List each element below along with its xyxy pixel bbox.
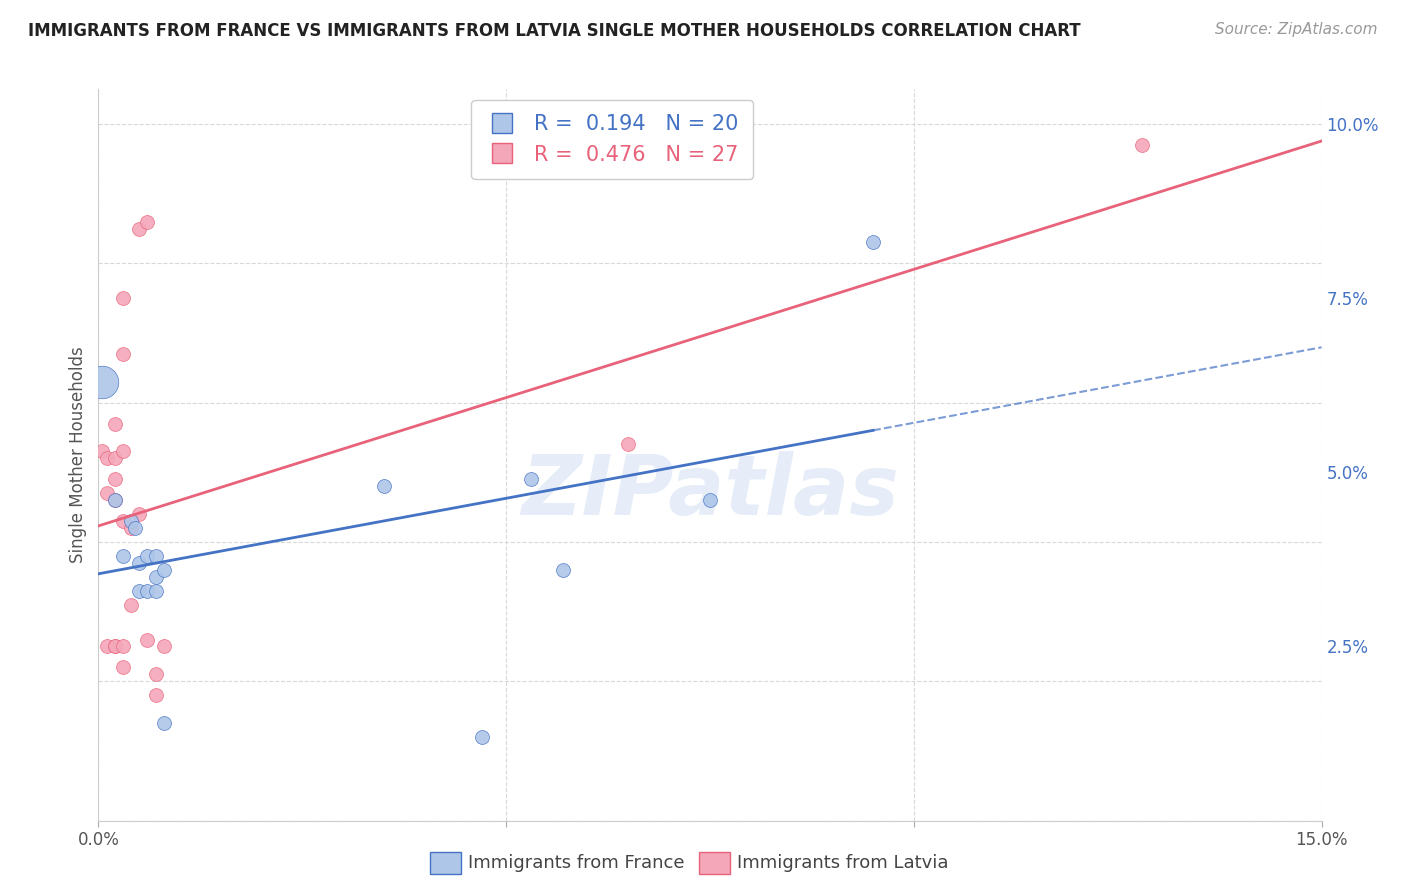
- Point: [128, 507, 150, 521]
- Point: [553, 563, 575, 577]
- Point: [145, 688, 167, 702]
- Point: [128, 221, 150, 235]
- Point: [128, 556, 150, 570]
- Point: [136, 549, 159, 563]
- Text: Source: ZipAtlas.com: Source: ZipAtlas.com: [1215, 22, 1378, 37]
- Point: [91, 444, 114, 458]
- Point: [120, 521, 142, 535]
- Point: [128, 583, 150, 598]
- Point: [96, 451, 118, 466]
- Point: [145, 583, 167, 598]
- Point: [111, 347, 134, 361]
- Point: [104, 451, 127, 466]
- Point: [152, 640, 174, 654]
- Point: [1130, 137, 1153, 152]
- Point: [617, 437, 640, 451]
- Point: [111, 514, 134, 528]
- Point: [145, 570, 167, 584]
- Point: [104, 640, 127, 654]
- Point: [471, 730, 494, 744]
- Point: [136, 632, 159, 647]
- Y-axis label: Single Mother Households: Single Mother Households: [69, 347, 87, 563]
- Point: [111, 640, 134, 654]
- Point: [136, 214, 159, 228]
- Point: [120, 514, 142, 528]
- Text: IMMIGRANTS FROM FRANCE VS IMMIGRANTS FROM LATVIA SINGLE MOTHER HOUSEHOLDS CORREL: IMMIGRANTS FROM FRANCE VS IMMIGRANTS FRO…: [28, 22, 1081, 40]
- Point: [145, 667, 167, 681]
- Text: Immigrants from France: Immigrants from France: [468, 854, 685, 871]
- Point: [96, 640, 118, 654]
- Point: [124, 521, 146, 535]
- Point: [104, 640, 127, 654]
- Point: [111, 549, 134, 563]
- Point: [111, 444, 134, 458]
- Point: [136, 583, 159, 598]
- Point: [152, 563, 174, 577]
- Text: Immigrants from Latvia: Immigrants from Latvia: [737, 854, 949, 871]
- Point: [862, 235, 884, 250]
- Point: [373, 479, 395, 493]
- Text: ZIPatlas: ZIPatlas: [522, 451, 898, 532]
- Point: [104, 493, 127, 508]
- Legend: R =  0.194   N = 20, R =  0.476   N = 27: R = 0.194 N = 20, R = 0.476 N = 27: [471, 100, 752, 179]
- Point: [91, 375, 114, 389]
- Point: [104, 417, 127, 431]
- Point: [152, 716, 174, 731]
- Point: [519, 472, 541, 486]
- Point: [145, 549, 167, 563]
- Point: [120, 598, 142, 612]
- Point: [104, 493, 127, 508]
- Point: [111, 660, 134, 674]
- Point: [96, 486, 118, 500]
- Point: [104, 472, 127, 486]
- Point: [699, 493, 721, 508]
- Point: [111, 291, 134, 305]
